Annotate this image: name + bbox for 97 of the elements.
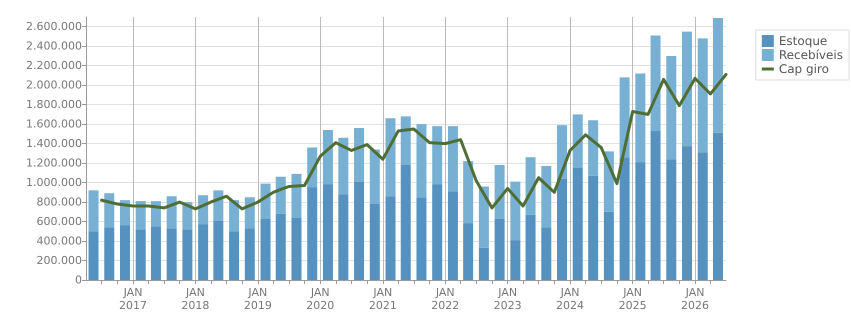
bar xyxy=(588,120,598,176)
bar xyxy=(588,176,598,280)
bar xyxy=(150,226,161,280)
bar xyxy=(400,165,411,280)
bar xyxy=(478,248,489,280)
bar xyxy=(276,176,286,214)
bar xyxy=(370,149,380,204)
bar xyxy=(635,162,646,280)
y-tick-label: 400.000 xyxy=(36,234,82,248)
bar xyxy=(338,138,348,194)
y-tick-label: 0 xyxy=(75,274,82,286)
y-tick-label: 1.200.000 xyxy=(26,156,82,170)
x-tick-label: JAN 2018 xyxy=(181,286,210,312)
bar xyxy=(104,193,114,228)
x-tick-label: JAN 2019 xyxy=(244,286,272,312)
bar xyxy=(463,224,474,280)
bar xyxy=(88,190,99,232)
bar xyxy=(510,182,520,240)
y-tick-label: 1.800.000 xyxy=(26,98,82,112)
bar xyxy=(338,194,348,280)
bar xyxy=(182,229,192,280)
bar xyxy=(448,191,458,280)
bar xyxy=(635,73,646,162)
y-tick-label: 800.000 xyxy=(36,196,82,209)
bar xyxy=(666,159,676,280)
x-tick-label: JAN 2021 xyxy=(368,286,397,312)
bar xyxy=(698,152,708,280)
bar xyxy=(416,124,426,198)
bar xyxy=(386,118,396,196)
bar xyxy=(136,201,146,230)
bar xyxy=(291,218,302,280)
bar xyxy=(260,218,271,280)
bar xyxy=(448,126,458,192)
bar xyxy=(354,128,364,182)
bar xyxy=(682,146,692,280)
y-tick-label: 2.200.000 xyxy=(26,59,82,72)
bar xyxy=(322,130,333,185)
bar xyxy=(229,200,240,232)
bar xyxy=(416,197,426,280)
x-tick-label: JAN 2024 xyxy=(556,286,584,312)
y-tick-label: 1.400.000 xyxy=(26,137,82,150)
x-tick-label: JAN 2026 xyxy=(681,286,710,312)
bar xyxy=(712,132,723,280)
legend-label: Estoque xyxy=(778,34,828,48)
bar xyxy=(213,220,224,280)
bar xyxy=(557,178,568,280)
bar xyxy=(620,157,630,280)
bar xyxy=(650,130,661,280)
line-series xyxy=(100,72,728,210)
y-tick-label: 200.000 xyxy=(36,254,82,268)
bar xyxy=(229,231,240,280)
bar xyxy=(291,174,302,218)
bar xyxy=(244,228,255,280)
bar xyxy=(307,187,318,280)
bar xyxy=(572,114,583,168)
bar xyxy=(510,240,520,280)
bar xyxy=(322,184,333,280)
bar xyxy=(88,231,99,280)
y-tick-label: 1.600.000 xyxy=(26,118,82,131)
bar xyxy=(604,212,614,280)
bar xyxy=(386,196,396,280)
y-tick-label: 600.000 xyxy=(36,215,82,228)
legend-label: Cap giro xyxy=(778,62,829,76)
bar xyxy=(666,56,676,160)
bar xyxy=(541,166,552,228)
bar xyxy=(494,165,505,219)
bar xyxy=(494,218,505,280)
bar xyxy=(166,228,177,280)
y-tick-label: 2.000.000 xyxy=(26,78,82,92)
bar xyxy=(432,184,442,280)
bar xyxy=(198,224,208,280)
bar xyxy=(682,32,692,147)
bar xyxy=(136,229,146,280)
bar xyxy=(526,214,536,280)
y-tick-label: 1.000.000 xyxy=(26,176,82,190)
bar xyxy=(478,186,489,248)
bar xyxy=(104,227,114,280)
bar xyxy=(120,225,130,280)
bar xyxy=(400,116,411,166)
bar xyxy=(370,204,380,280)
x-tick-label: JAN 2022 xyxy=(431,286,460,312)
x-tick-label: JAN 2025 xyxy=(618,286,647,312)
bar xyxy=(354,182,364,280)
bar xyxy=(541,227,552,280)
y-tick-label: 2.600.000 xyxy=(26,20,82,34)
bar xyxy=(712,18,723,133)
legend-label: Recebíveis xyxy=(778,48,844,62)
bar xyxy=(276,214,286,280)
y-tick-label: 2.400.000 xyxy=(26,40,82,53)
x-tick-label: JAN 2017 xyxy=(119,286,148,312)
bar xyxy=(432,126,442,185)
x-tick-label: JAN 2023 xyxy=(494,286,522,312)
bar xyxy=(650,36,661,131)
bar xyxy=(572,168,583,280)
bar xyxy=(463,161,474,224)
x-tick-label: JAN 2020 xyxy=(306,286,334,312)
bar xyxy=(698,38,708,152)
